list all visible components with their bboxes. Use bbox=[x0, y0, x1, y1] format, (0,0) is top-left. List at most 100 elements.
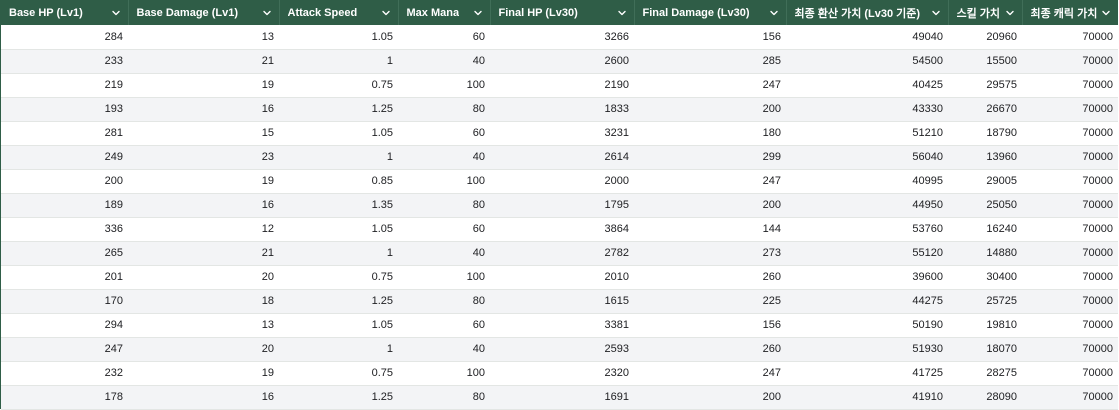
table-cell[interactable]: 80 bbox=[398, 385, 490, 410]
table-cell[interactable]: 2614 bbox=[490, 145, 634, 170]
table-cell[interactable]: 70000 bbox=[1022, 169, 1118, 194]
table-cell[interactable]: 40 bbox=[398, 145, 490, 170]
table-cell[interactable]: 201 bbox=[1, 265, 128, 290]
table-cell[interactable]: 70000 bbox=[1022, 25, 1118, 50]
table-cell[interactable]: 25050 bbox=[948, 193, 1022, 218]
table-cell[interactable]: 170 bbox=[1, 289, 128, 314]
table-cell[interactable]: 1.05 bbox=[279, 217, 398, 242]
table-cell[interactable]: 60 bbox=[398, 313, 490, 338]
table-cell[interactable]: 265 bbox=[1, 241, 128, 266]
table-cell[interactable]: 70000 bbox=[1022, 73, 1118, 98]
table-cell[interactable]: 100 bbox=[398, 265, 490, 290]
table-cell[interactable]: 19 bbox=[128, 361, 279, 386]
table-cell[interactable]: 70000 bbox=[1022, 337, 1118, 362]
table-cell[interactable]: 41725 bbox=[786, 361, 948, 386]
table-cell[interactable]: 232 bbox=[1, 361, 128, 386]
table-cell[interactable]: 29575 bbox=[948, 73, 1022, 98]
table-cell[interactable]: 70000 bbox=[1022, 217, 1118, 242]
table-cell[interactable]: 1.35 bbox=[279, 193, 398, 218]
table-cell[interactable]: 28090 bbox=[948, 385, 1022, 410]
table-cell[interactable]: 70000 bbox=[1022, 97, 1118, 122]
table-cell[interactable]: 336 bbox=[1, 217, 128, 242]
table-cell[interactable]: 26670 bbox=[948, 97, 1022, 122]
table-cell[interactable]: 15500 bbox=[948, 49, 1022, 74]
table-cell[interactable]: 260 bbox=[634, 337, 786, 362]
table-cell[interactable]: 247 bbox=[634, 73, 786, 98]
table-cell[interactable]: 40995 bbox=[786, 169, 948, 194]
table-cell[interactable]: 18790 bbox=[948, 121, 1022, 146]
table-cell[interactable]: 25725 bbox=[948, 289, 1022, 314]
table-cell[interactable]: 70000 bbox=[1022, 193, 1118, 218]
table-cell[interactable]: 189 bbox=[1, 193, 128, 218]
chevron-down-icon[interactable] bbox=[380, 7, 392, 19]
table-cell[interactable]: 3231 bbox=[490, 121, 634, 146]
table-cell[interactable]: 21 bbox=[128, 241, 279, 266]
table-cell[interactable]: 60 bbox=[398, 217, 490, 242]
table-cell[interactable]: 180 bbox=[634, 121, 786, 146]
table-cell[interactable]: 40425 bbox=[786, 73, 948, 98]
table-cell[interactable]: 80 bbox=[398, 97, 490, 122]
table-cell[interactable]: 39600 bbox=[786, 265, 948, 290]
table-cell[interactable]: 219 bbox=[1, 73, 128, 98]
table-cell[interactable]: 2593 bbox=[490, 337, 634, 362]
table-cell[interactable]: 1.05 bbox=[279, 313, 398, 338]
table-cell[interactable]: 1615 bbox=[490, 289, 634, 314]
table-cell[interactable]: 249 bbox=[1, 145, 128, 170]
table-cell[interactable]: 29005 bbox=[948, 169, 1022, 194]
table-cell[interactable]: 40 bbox=[398, 241, 490, 266]
table-cell[interactable]: 0.75 bbox=[279, 265, 398, 290]
table-cell[interactable]: 200 bbox=[1, 169, 128, 194]
table-cell[interactable]: 40 bbox=[398, 49, 490, 74]
table-cell[interactable]: 247 bbox=[634, 169, 786, 194]
table-cell[interactable]: 13960 bbox=[948, 145, 1022, 170]
table-cell[interactable]: 19 bbox=[128, 73, 279, 98]
table-cell[interactable]: 70000 bbox=[1022, 265, 1118, 290]
table-cell[interactable]: 1.25 bbox=[279, 385, 398, 410]
table-cell[interactable]: 51210 bbox=[786, 121, 948, 146]
table-cell[interactable]: 70000 bbox=[1022, 241, 1118, 266]
table-cell[interactable]: 2782 bbox=[490, 241, 634, 266]
table-cell[interactable]: 1 bbox=[279, 337, 398, 362]
column-header-9[interactable]: 최종 캐릭 가치 bbox=[1022, 0, 1118, 25]
table-cell[interactable]: 100 bbox=[398, 361, 490, 386]
table-cell[interactable]: 200 bbox=[634, 385, 786, 410]
table-cell[interactable]: 100 bbox=[398, 169, 490, 194]
table-cell[interactable]: 43330 bbox=[786, 97, 948, 122]
table-cell[interactable]: 70000 bbox=[1022, 289, 1118, 314]
chevron-down-icon[interactable] bbox=[1004, 7, 1016, 19]
table-cell[interactable]: 70000 bbox=[1022, 361, 1118, 386]
table-cell[interactable]: 13 bbox=[128, 25, 279, 50]
table-cell[interactable]: 1 bbox=[279, 241, 398, 266]
table-cell[interactable]: 20960 bbox=[948, 25, 1022, 50]
table-cell[interactable]: 3381 bbox=[490, 313, 634, 338]
table-cell[interactable]: 260 bbox=[634, 265, 786, 290]
table-cell[interactable]: 200 bbox=[634, 193, 786, 218]
column-header-6[interactable]: Final Damage (Lv30) bbox=[634, 0, 787, 25]
table-cell[interactable]: 1.25 bbox=[279, 97, 398, 122]
table-cell[interactable]: 56040 bbox=[786, 145, 948, 170]
table-cell[interactable]: 18 bbox=[128, 289, 279, 314]
table-cell[interactable]: 0.75 bbox=[279, 73, 398, 98]
table-cell[interactable]: 44275 bbox=[786, 289, 948, 314]
table-cell[interactable]: 100 bbox=[398, 73, 490, 98]
table-cell[interactable]: 19 bbox=[128, 169, 279, 194]
table-cell[interactable]: 1833 bbox=[490, 97, 634, 122]
table-cell[interactable]: 16 bbox=[128, 97, 279, 122]
table-cell[interactable]: 16 bbox=[128, 385, 279, 410]
table-cell[interactable]: 18070 bbox=[948, 337, 1022, 362]
table-cell[interactable]: 55120 bbox=[786, 241, 948, 266]
table-cell[interactable]: 273 bbox=[634, 241, 786, 266]
table-cell[interactable]: 54500 bbox=[786, 49, 948, 74]
table-cell[interactable]: 21 bbox=[128, 49, 279, 74]
table-cell[interactable]: 0.75 bbox=[279, 361, 398, 386]
table-cell[interactable]: 225 bbox=[634, 289, 786, 314]
table-cell[interactable]: 3864 bbox=[490, 217, 634, 242]
table-cell[interactable]: 70000 bbox=[1022, 49, 1118, 74]
table-cell[interactable]: 233 bbox=[1, 49, 128, 74]
table-cell[interactable]: 281 bbox=[1, 121, 128, 146]
table-cell[interactable]: 2000 bbox=[490, 169, 634, 194]
table-cell[interactable]: 70000 bbox=[1022, 313, 1118, 338]
chevron-down-icon[interactable] bbox=[261, 7, 273, 19]
table-cell[interactable]: 51930 bbox=[786, 337, 948, 362]
table-cell[interactable]: 2600 bbox=[490, 49, 634, 74]
